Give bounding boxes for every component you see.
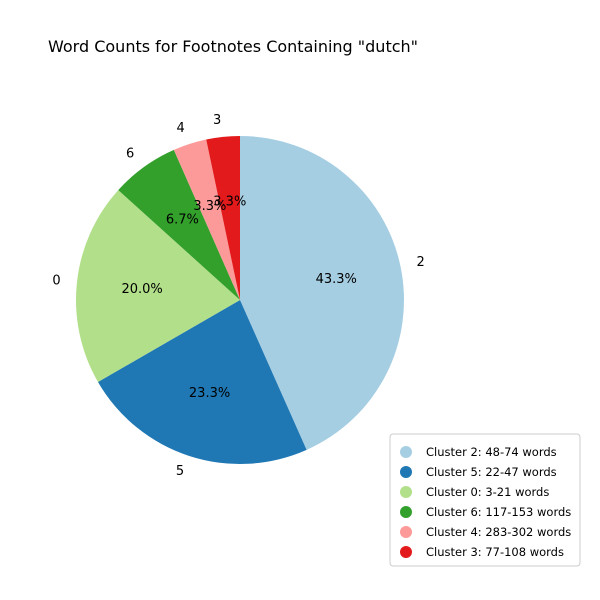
legend-frame (389, 433, 581, 567)
slice-label: 5 (176, 464, 184, 479)
legend-entry: Cluster 0: 3-21 words (426, 485, 549, 499)
legend-marker (400, 466, 412, 478)
slice-label: 0 (52, 274, 60, 289)
percent-label: 43.3% (316, 272, 357, 287)
legend-entry: Cluster 4: 283-302 words (426, 525, 571, 539)
pie-slices (75, 136, 404, 464)
legend-marker (400, 446, 412, 458)
slice-label: 2 (416, 255, 424, 270)
percent-label: 20.0% (121, 282, 162, 297)
legend: Cluster 2: 48-74 words Cluster 5: 22-47 w… (389, 433, 581, 567)
legend-marker (400, 526, 412, 538)
pie-slice-6 (118, 149, 240, 300)
legend-marker (400, 486, 412, 498)
legend-entry: Cluster 3: 77-108 words (426, 545, 564, 559)
pie-slice-2 (240, 136, 404, 450)
chart-title: Word Counts for Footnotes Containing "du… (48, 37, 418, 56)
pie-slice-0 (75, 190, 240, 382)
percent-label: 6.7% (166, 213, 199, 228)
slice-label: 4 (176, 121, 184, 136)
percent-label: 3.3% (213, 195, 246, 210)
percent-label: 23.3% (189, 386, 230, 401)
percent-labels: 43.3%23.3%20.0%6.7%3.3%3.3% (121, 195, 356, 401)
legend-entry: Cluster 6: 117-153 words (426, 505, 571, 519)
slice-label: 3 (213, 113, 221, 128)
percent-label: 3.3% (193, 199, 226, 214)
pie-slice-5 (97, 300, 307, 464)
pie-slice-3 (206, 136, 240, 300)
legend-entry: Cluster 5: 22-47 words (426, 465, 557, 479)
slice-label: 6 (126, 146, 134, 161)
legend-marker (400, 546, 412, 558)
legend-entry: Cluster 2: 48-74 words (426, 445, 557, 459)
pie-slice-4 (173, 139, 240, 300)
legend-marker (400, 506, 412, 518)
slice-labels: 2 5 0 6 4 3 (52, 113, 424, 479)
